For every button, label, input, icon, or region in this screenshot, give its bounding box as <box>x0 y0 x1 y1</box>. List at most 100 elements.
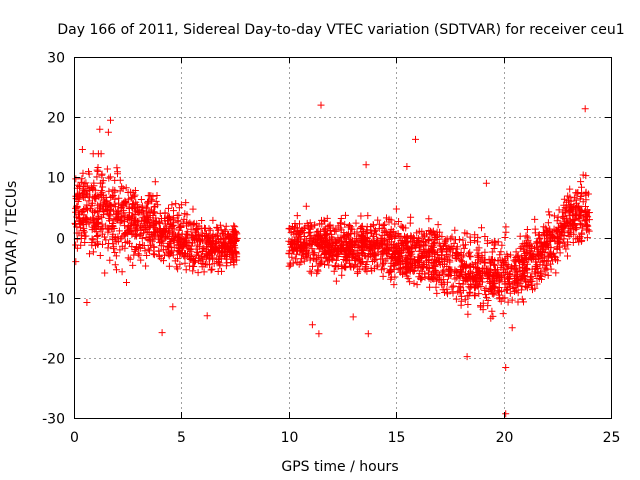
data-point <box>349 253 357 261</box>
data-point <box>471 231 479 239</box>
data-point <box>143 252 151 259</box>
data-point <box>165 262 173 270</box>
data-point <box>97 225 105 233</box>
data-point <box>136 222 144 230</box>
data-point <box>417 238 425 246</box>
data-point <box>323 244 331 252</box>
data-point <box>497 248 505 256</box>
data-point <box>297 235 305 243</box>
data-point <box>410 279 418 287</box>
data-point <box>83 299 91 306</box>
data-point <box>153 192 161 199</box>
data-point <box>79 169 87 177</box>
data-point <box>504 298 512 306</box>
data-point <box>353 269 361 277</box>
data-point <box>196 257 204 265</box>
data-point <box>125 223 133 231</box>
data-point <box>536 239 544 247</box>
data-point <box>547 251 555 259</box>
x-tick-label: 25 <box>603 430 621 446</box>
data-point <box>96 252 104 259</box>
data-point <box>165 247 173 255</box>
data-point <box>132 198 140 206</box>
data-point <box>147 241 155 249</box>
data-point <box>192 245 200 253</box>
data-point <box>447 243 455 250</box>
data-point <box>429 264 437 272</box>
data-point <box>205 225 213 233</box>
data-point <box>481 286 489 294</box>
data-point <box>544 271 552 279</box>
data-point <box>100 211 107 219</box>
data-point <box>113 164 121 172</box>
data-point <box>136 231 144 239</box>
data-point <box>293 250 301 258</box>
data-point <box>578 229 586 237</box>
data-point <box>467 282 475 290</box>
data-point <box>144 245 152 253</box>
data-point <box>216 260 224 268</box>
data-point <box>358 258 366 266</box>
data-point <box>291 255 299 263</box>
data-point <box>537 268 545 276</box>
data-point <box>317 101 325 109</box>
data-point <box>307 241 315 248</box>
data-point <box>174 255 181 263</box>
data-point <box>294 236 302 244</box>
data-point <box>494 257 502 265</box>
data-point <box>478 224 485 232</box>
data-point <box>105 240 113 247</box>
data-point <box>333 252 341 260</box>
data-point <box>462 262 470 269</box>
data-point <box>517 275 525 283</box>
x-tick-label: 0 <box>70 430 79 446</box>
data-point <box>478 272 486 280</box>
data-point <box>152 228 160 236</box>
data-point <box>183 218 191 226</box>
data-point <box>577 178 585 186</box>
data-point <box>578 183 585 191</box>
data-point <box>221 234 229 242</box>
data-point <box>160 257 167 265</box>
data-point <box>403 256 411 264</box>
data-point <box>80 186 88 194</box>
data-point <box>581 105 589 113</box>
data-point <box>417 264 425 272</box>
data-point <box>472 274 479 282</box>
data-point <box>122 229 130 236</box>
data-point <box>393 246 401 254</box>
data-points <box>71 101 593 418</box>
data-point <box>429 246 437 254</box>
data-point <box>390 281 398 289</box>
data-point <box>363 267 371 275</box>
data-point <box>92 192 99 200</box>
data-point <box>404 266 412 274</box>
data-point <box>342 263 350 271</box>
y-tick-label: -30 <box>42 412 65 428</box>
data-point <box>567 206 575 214</box>
data-point <box>573 189 581 197</box>
data-point <box>561 242 569 250</box>
data-point <box>380 265 388 273</box>
data-point <box>357 212 365 220</box>
data-point <box>73 244 81 252</box>
data-point <box>122 184 130 192</box>
data-point <box>567 225 575 232</box>
data-point <box>484 268 492 276</box>
data-point <box>473 273 481 281</box>
data-point <box>433 269 441 277</box>
data-point <box>448 283 456 291</box>
data-point <box>72 175 80 183</box>
data-point <box>440 266 448 274</box>
data-point <box>535 231 543 239</box>
data-point <box>310 251 318 259</box>
data-point <box>116 187 124 195</box>
data-point <box>511 284 519 291</box>
data-point <box>124 189 132 196</box>
data-point <box>109 186 117 194</box>
data-point <box>208 233 216 241</box>
data-point <box>413 281 421 289</box>
data-point <box>136 208 144 216</box>
data-point <box>489 312 497 320</box>
data-point <box>97 187 105 195</box>
